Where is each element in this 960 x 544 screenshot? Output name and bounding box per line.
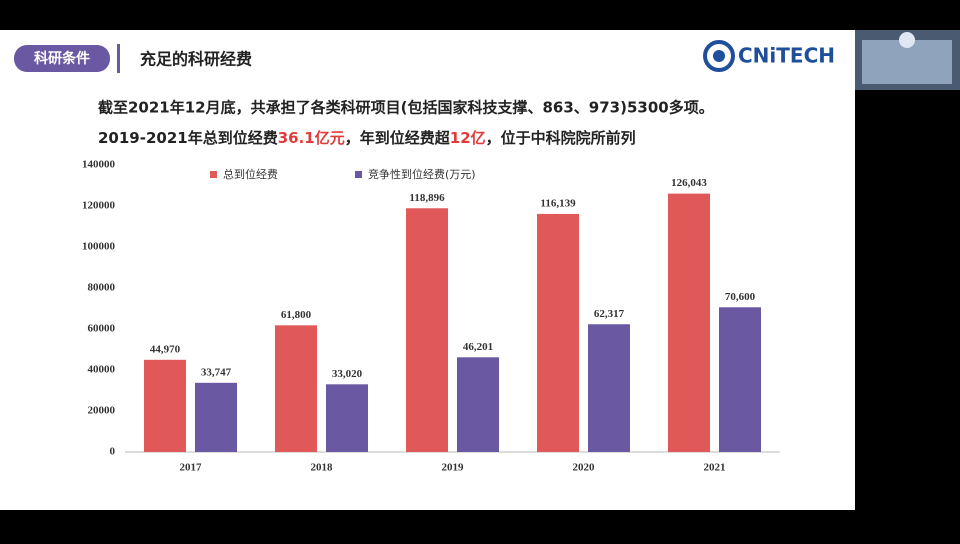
text-segment: ，年到位经费超 (345, 129, 451, 147)
highlight: 12亿 (450, 129, 486, 147)
legend-label: 竞争性到位经费(万元) (368, 167, 476, 181)
bar (195, 382, 237, 452)
summary-line: 截至2021年12月底，共承担了各类科研项目(包括国家科技支撑、863、973)… (98, 99, 714, 117)
bar (537, 213, 579, 452)
value-label: 61,800 (281, 309, 312, 321)
highlight: 36.1亿元 (278, 129, 345, 147)
x-tick-label: 2019 (442, 462, 465, 474)
tag-text: 科研条件 (34, 50, 90, 67)
x-tick-label: 2021 (704, 462, 726, 474)
bar (668, 193, 710, 452)
bar (406, 208, 448, 452)
slide-title: 充足的科研经费 (140, 50, 252, 69)
video-emblem (899, 32, 915, 48)
value-label: 118,896 (409, 192, 445, 204)
y-tick-label: 80000 (88, 282, 116, 294)
y-tick-label: 120000 (82, 200, 116, 212)
y-tick-label: 140000 (82, 159, 116, 171)
logo-text: CNiTECH (738, 44, 835, 68)
value-label: 70,600 (725, 291, 756, 303)
bar (326, 384, 368, 452)
tag-pill (14, 45, 110, 72)
x-tick-label: 2018 (311, 462, 334, 474)
value-label: 46,201 (463, 341, 493, 353)
logo-emblem (703, 40, 735, 72)
bar (275, 325, 317, 452)
y-tick-label: 100000 (82, 241, 116, 253)
logo-emblem-core (713, 50, 725, 62)
value-label: 62,317 (594, 308, 625, 320)
legend-swatch (355, 171, 362, 178)
bar (457, 357, 499, 452)
text-segment: ，位于中科院院所前列 (486, 129, 636, 147)
bar (719, 307, 761, 452)
y-tick-label: 40000 (88, 364, 116, 376)
x-tick-label: 2020 (573, 462, 596, 474)
legend-label: 总到位经费 (223, 167, 278, 181)
value-label: 126,043 (671, 177, 707, 189)
value-label: 44,970 (150, 343, 181, 355)
value-label: 33,020 (332, 368, 363, 380)
bar (588, 324, 630, 452)
x-tick-label: 2017 (180, 462, 203, 474)
y-tick-label: 60000 (88, 323, 116, 335)
y-tick-label: 20000 (88, 405, 116, 417)
text-segment: 2019-2021年总到位经费 (98, 129, 278, 147)
chart: 0 20000 40000 60000 80000 100000 120000 140000 总… (82, 159, 780, 474)
value-label: 116,139 (540, 197, 576, 209)
title-divider (117, 44, 120, 73)
bar (144, 359, 186, 452)
legend-swatch (210, 171, 217, 178)
y-tick-label: 0 (110, 446, 116, 458)
summary-line: 2019-2021年总到位经费36.1亿元，年到位经费超12亿，位于中科院院所前… (98, 129, 636, 147)
value-label: 33,747 (201, 366, 232, 378)
